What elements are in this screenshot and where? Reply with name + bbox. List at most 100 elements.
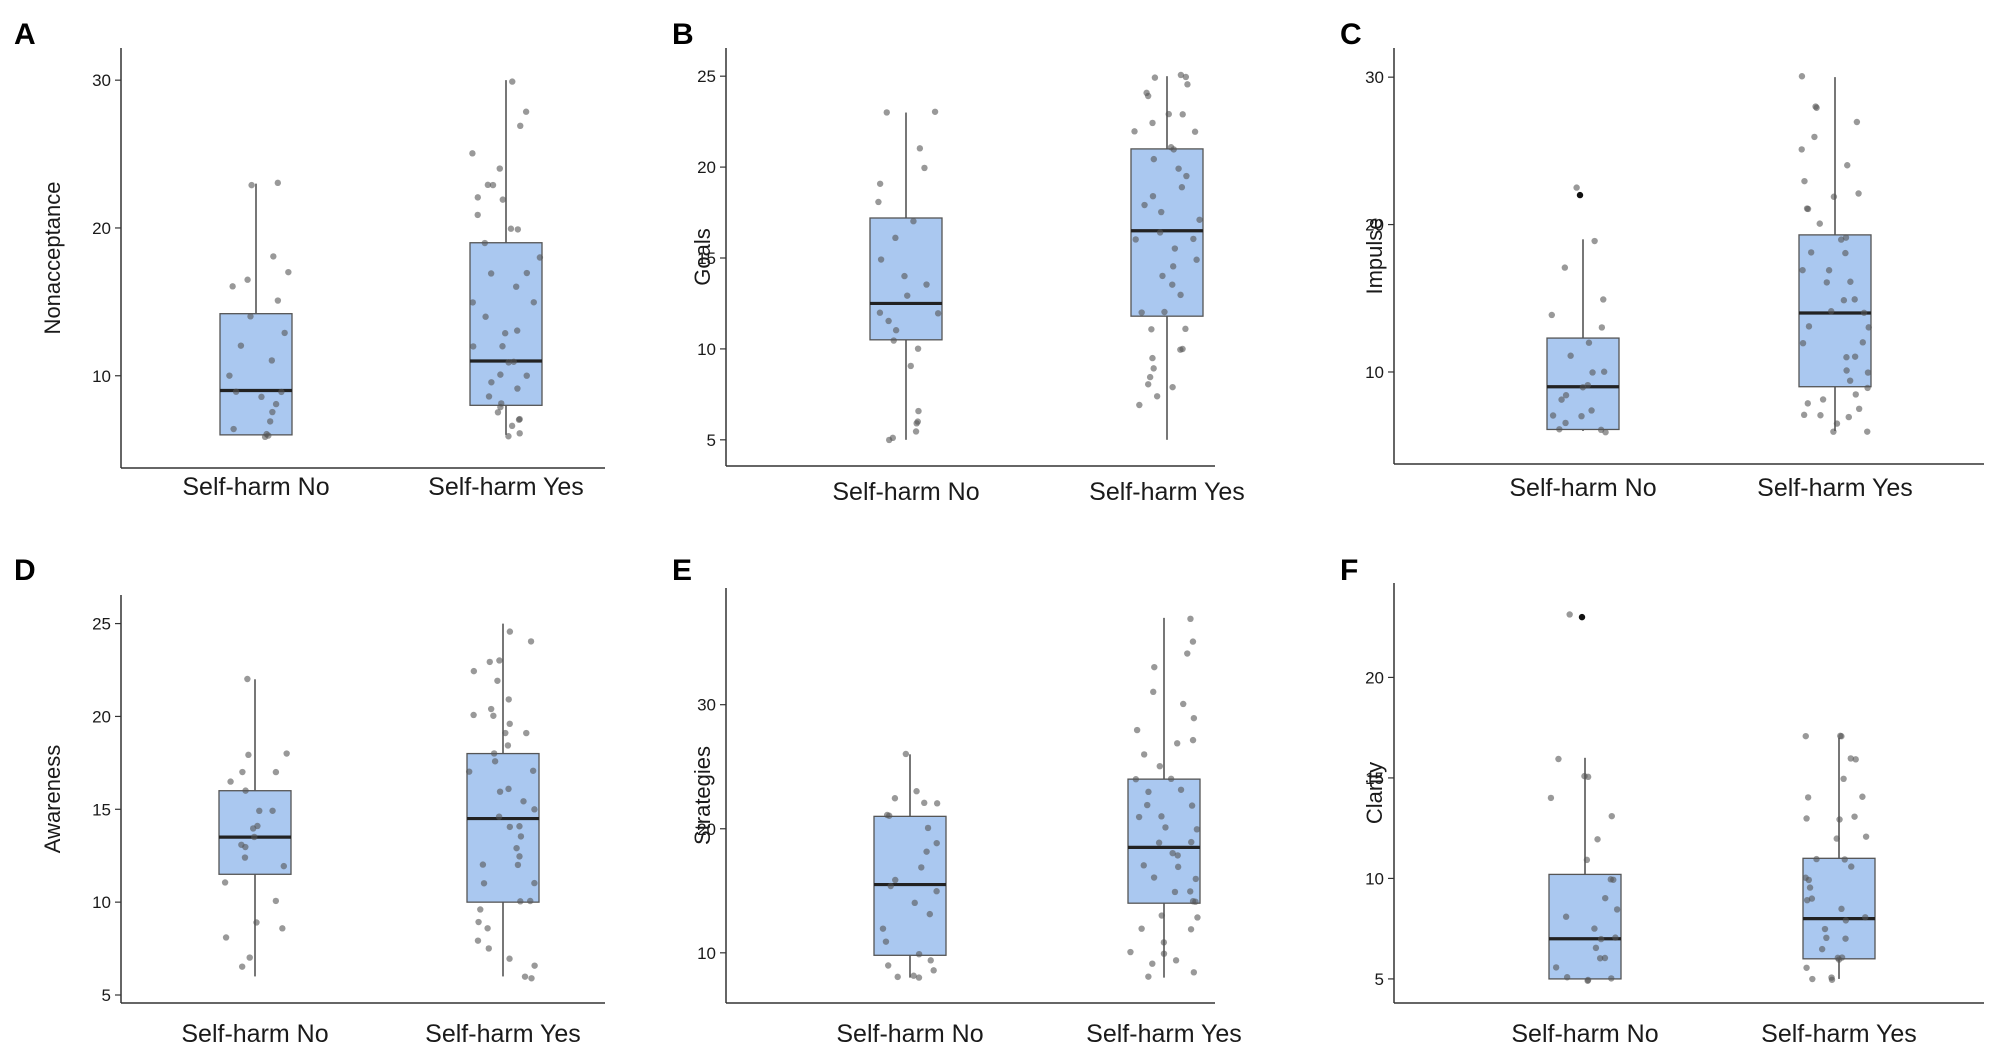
data-point [1594, 836, 1601, 843]
data-point [1140, 862, 1147, 869]
data-point [1597, 426, 1605, 434]
data-point [875, 198, 882, 206]
data-point [1145, 788, 1152, 796]
data-point [469, 299, 476, 306]
data-point [1859, 793, 1866, 800]
data-point [1833, 420, 1841, 427]
data-point [1803, 896, 1811, 904]
data-point [1177, 786, 1185, 793]
data-point [1865, 324, 1872, 331]
x-category-label: Self-harm No [1509, 474, 1656, 502]
data-point [1566, 611, 1573, 618]
data-point [523, 729, 530, 737]
data-point [1864, 428, 1871, 435]
y-tick-label: 10 [1365, 363, 1384, 382]
data-point [470, 343, 477, 350]
data-point [1859, 339, 1866, 346]
data-point [268, 357, 276, 364]
data-point [1862, 914, 1869, 921]
data-point [226, 372, 233, 379]
y-tick-label: 15 [1365, 769, 1384, 788]
data-point [1806, 884, 1814, 891]
data-point [1800, 411, 1808, 419]
data-point [1562, 419, 1569, 427]
data-point [1583, 856, 1591, 864]
x-category-label: Self-harm Yes [1761, 1020, 1917, 1048]
data-point [480, 880, 488, 887]
data-point [245, 751, 252, 759]
y-axis-label: Awareness [40, 745, 65, 853]
data-point [1592, 944, 1600, 952]
y-axis-label: Strategies [690, 746, 715, 845]
data-point [1809, 975, 1816, 983]
iqr-box [218, 790, 292, 875]
panel-c: C 10 20 30 Impulse Self-harm No Self-harm Yes [1340, 18, 1984, 502]
data-point [254, 822, 261, 830]
data-point [1598, 324, 1606, 331]
data-point [242, 787, 249, 794]
data-point [1555, 755, 1562, 763]
iqr-box [869, 217, 943, 341]
y-tick-label: 10 [92, 893, 111, 912]
data-point [907, 362, 914, 370]
data-point [505, 359, 512, 366]
data-point [1823, 279, 1830, 286]
iqr-box [1127, 778, 1201, 904]
data-point [1563, 974, 1571, 981]
data-point [536, 254, 544, 261]
box-no [873, 750, 947, 981]
box-no [219, 179, 293, 441]
data-point [1169, 263, 1177, 270]
data-point [1169, 383, 1176, 391]
box-yes [1802, 732, 1876, 983]
data-point [232, 388, 240, 395]
data-point [1561, 264, 1569, 271]
iqr-box [469, 242, 543, 406]
outlier-point [1576, 191, 1584, 199]
data-point [915, 974, 923, 981]
data-point [1167, 144, 1175, 151]
data-point [1821, 925, 1829, 933]
data-point [237, 342, 245, 349]
y-tick-label: 30 [697, 696, 716, 715]
panel-letter: C [1340, 18, 1362, 51]
data-point [927, 957, 934, 964]
data-point [1813, 104, 1820, 111]
data-point [513, 327, 521, 334]
data-point [490, 750, 498, 757]
data-point [1153, 393, 1161, 400]
data-point [1171, 888, 1179, 896]
data-point [256, 807, 263, 815]
data-point [501, 330, 509, 337]
data-point [1841, 856, 1848, 863]
data-point [1135, 813, 1143, 821]
data-point [469, 150, 476, 157]
data-point [488, 379, 495, 386]
panel-f: F 5 10 15 20 Clarity Self-harm No Self-harm Yes [1340, 554, 1984, 1048]
data-point [486, 658, 493, 666]
data-point [1811, 133, 1818, 141]
data-point [885, 317, 892, 325]
data-point [502, 729, 509, 737]
data-point [1847, 755, 1854, 762]
panel-a: A 10 20 30 Nonacceptance Self-harm No Self-har… [14, 18, 605, 501]
data-point [1819, 396, 1827, 403]
data-point [280, 862, 288, 870]
data-point [1192, 875, 1199, 883]
data-point [892, 327, 900, 334]
y-tick-label: 25 [697, 67, 716, 86]
data-point [1596, 955, 1604, 962]
data-point [1182, 325, 1189, 333]
data-point [1601, 954, 1609, 962]
data-point [1816, 220, 1823, 227]
panel-letter: D [14, 554, 36, 587]
x-category-label: Self-harm No [182, 473, 329, 501]
data-point [494, 409, 502, 416]
data-point [1842, 234, 1850, 241]
data-point [283, 750, 290, 757]
data-point [1169, 849, 1176, 857]
panel-letter: F [1340, 554, 1358, 587]
data-point [1807, 249, 1815, 256]
data-point [1567, 352, 1574, 359]
box-yes [469, 78, 544, 440]
